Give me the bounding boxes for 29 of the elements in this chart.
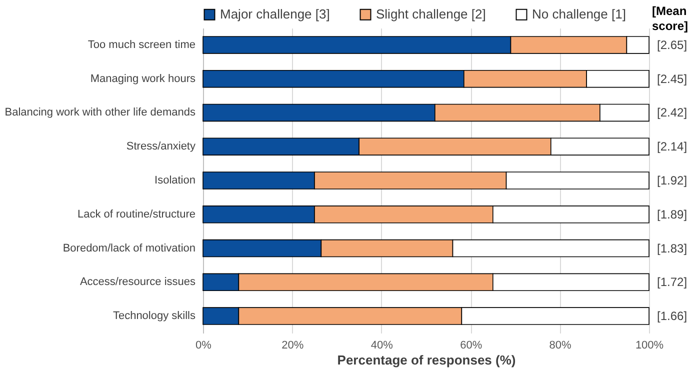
text: [2.14] bbox=[657, 140, 688, 154]
y-tick-label: Managing work hours bbox=[90, 72, 196, 85]
y-tick-label: Isolation bbox=[154, 174, 196, 186]
text: [1.89] bbox=[657, 207, 688, 222]
x-tick-label: 100% bbox=[635, 340, 664, 352]
text: [2.45] bbox=[657, 72, 688, 86]
legend-label: No challenge [1] bbox=[532, 6, 626, 22]
x-tick-label: 40% bbox=[370, 340, 394, 352]
legend-label: Slight challenge [2] bbox=[376, 6, 486, 22]
y-tick-label: Lack of routine/structure bbox=[77, 208, 196, 220]
y-tick-label: Boredom/lack of motivation bbox=[62, 242, 196, 254]
y-tick-label: Stress/anxiety bbox=[126, 140, 196, 153]
x-tick-label: 60% bbox=[460, 340, 482, 352]
text: [Mean score] bbox=[652, 4, 688, 33]
x-tick-label: 20% bbox=[282, 340, 304, 352]
text: [1.72] bbox=[657, 275, 688, 290]
text: [1.66] bbox=[657, 309, 688, 324]
x-tick-label: 80% bbox=[549, 340, 572, 352]
y-tick-label: Too much screen time bbox=[88, 38, 196, 51]
text: [2.65] bbox=[657, 38, 688, 52]
y-tick-label: Access/resource issues bbox=[80, 276, 196, 288]
x-axis-title: Percentage of responses (%) bbox=[337, 352, 516, 368]
text: [2.42] bbox=[657, 106, 688, 120]
y-tick-label: Technology skills bbox=[112, 310, 196, 322]
text: [1.83] bbox=[657, 241, 688, 256]
text: [1.92] bbox=[657, 174, 688, 188]
y-tick-label: Balancing work with other life demands bbox=[4, 106, 196, 119]
legend-label: Major challenge [3] bbox=[220, 6, 330, 22]
x-tick-label: 0% bbox=[196, 340, 212, 352]
